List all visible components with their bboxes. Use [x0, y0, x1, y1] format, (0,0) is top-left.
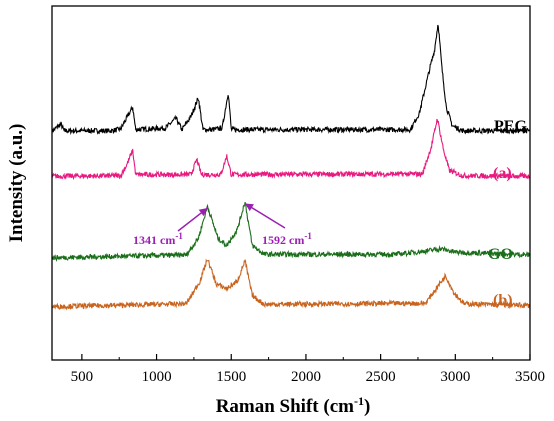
x-tick-label: 3000 — [440, 369, 470, 385]
chart-labels: PEG (a) GO (b) 1341 cm-1 1592 cm-1 — [133, 118, 527, 309]
x-axis-label: Raman Shift (cm-1) — [216, 394, 371, 417]
plot-frame — [51, 5, 531, 361]
series-line-1 — [51, 118, 530, 181]
series-label: (b) — [493, 292, 513, 309]
series-label: PEG — [494, 118, 527, 135]
series-label: (a) — [493, 165, 512, 182]
annotation-arrowhead — [198, 208, 208, 217]
series-line-3 — [51, 258, 531, 311]
x-tick-label: 1500 — [216, 369, 246, 385]
axes: 500 1000 1500 2000 2500 3000 3500 Raman Shift (… — [6, 5, 545, 417]
annotation-label: 1341 cm-1 — [133, 231, 183, 247]
annotation-label: 1592 cm-1 — [262, 231, 312, 247]
plot-area — [51, 24, 531, 311]
series-line-2 — [51, 201, 531, 263]
series-label: GO — [488, 246, 513, 263]
x-tick-label: 3500 — [515, 369, 545, 385]
x-tick-label: 2500 — [366, 369, 396, 385]
x-tick-label: 500 — [71, 369, 94, 385]
x-tick-label: 1000 — [142, 369, 172, 385]
series-line-0 — [51, 24, 531, 136]
annotation-arrowhead — [244, 203, 254, 212]
y-axis-label: Intensity (a.u.) — [6, 124, 27, 243]
x-tick-label: 2000 — [291, 369, 321, 385]
